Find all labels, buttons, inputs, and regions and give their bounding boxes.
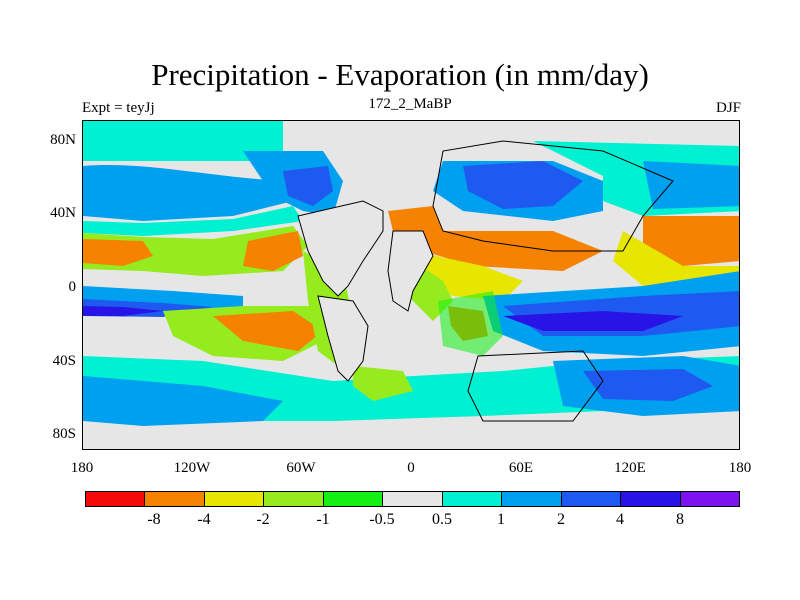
colorbar-label: -0.5 bbox=[369, 511, 395, 528]
lat-label: 80N bbox=[50, 132, 76, 148]
field-cyan-north bbox=[83, 121, 283, 161]
field-darkblue-atlantic bbox=[283, 166, 333, 206]
field-orange-n-pacific bbox=[83, 239, 153, 266]
colorbar-label: -8 bbox=[147, 511, 161, 528]
field-blue-north-atlantic bbox=[83, 164, 293, 221]
colorbar-label: -2 bbox=[256, 511, 270, 528]
lon-label: 180 bbox=[728, 460, 752, 476]
colorbar-swatch bbox=[323, 492, 384, 506]
land-south-america bbox=[318, 296, 368, 381]
colorbar-swatch bbox=[680, 492, 739, 506]
field-green-s-america-tip bbox=[353, 366, 413, 401]
field-darkblue-eurasia bbox=[463, 161, 583, 209]
coastline-australia bbox=[467, 350, 604, 422]
colorbar-swatch bbox=[86, 492, 146, 506]
colorbar-label: 2 bbox=[557, 511, 565, 528]
colorbar-label: 1 bbox=[497, 511, 505, 528]
lat-label: 40N bbox=[50, 205, 76, 221]
colorbar-label: -4 bbox=[197, 511, 211, 528]
lon-label: 120E bbox=[614, 460, 646, 476]
field-purple-equator-west bbox=[83, 306, 163, 316]
field-blue-southern-west bbox=[83, 376, 283, 426]
land-africa bbox=[388, 231, 433, 311]
map-title: Precipitation - Evaporation (in mm/day) bbox=[151, 57, 649, 92]
colorbar-label: 8 bbox=[676, 511, 684, 528]
map-panel bbox=[82, 120, 740, 450]
field-cyan-north-band bbox=[83, 206, 303, 236]
experiment-label: Expt = teyJj bbox=[82, 100, 155, 116]
colorbar-swatch bbox=[621, 492, 681, 506]
colorbar-swatch bbox=[502, 492, 562, 506]
colorbar-label: -1 bbox=[316, 511, 330, 528]
colorbar-swatch bbox=[561, 492, 622, 506]
colorbar-label: 0.5 bbox=[432, 511, 452, 528]
lon-label: 60W bbox=[286, 460, 316, 476]
lat-label: 80S bbox=[52, 426, 76, 442]
land-antarctica bbox=[83, 426, 739, 449]
colorbar bbox=[85, 491, 740, 507]
field-green-s-africa bbox=[438, 291, 503, 356]
period-label: 172_2_MaBP bbox=[368, 96, 452, 112]
field-darkblue-southern-east bbox=[583, 369, 713, 401]
coastline-south-america bbox=[317, 295, 369, 382]
coastline-africa bbox=[387, 230, 434, 312]
coastline-north-america bbox=[297, 200, 384, 297]
field-blue-pacific-north bbox=[643, 161, 739, 209]
colorbar-label: 4 bbox=[616, 511, 624, 528]
lat-label: 40S bbox=[52, 353, 76, 369]
field-orange-n-africa bbox=[388, 206, 603, 271]
coastline-eurasia bbox=[432, 140, 674, 252]
field-orange-e-pacific bbox=[643, 216, 739, 266]
lon-label: 120W bbox=[173, 460, 211, 476]
field-yellow-e-pacific bbox=[613, 231, 739, 286]
field-purple-indian bbox=[503, 311, 683, 331]
colorbar-swatch bbox=[383, 492, 443, 506]
field-orange-n-america-west bbox=[243, 231, 303, 271]
land-north-america bbox=[298, 201, 383, 296]
lon-label: 180 bbox=[70, 460, 94, 476]
colorbar-swatch bbox=[204, 492, 265, 506]
colorbar-swatch bbox=[264, 492, 324, 506]
lon-label: 60E bbox=[508, 460, 534, 476]
field-orange-s-pacific bbox=[213, 311, 323, 351]
lon-label: 0 bbox=[407, 460, 415, 476]
colorbar-swatch bbox=[442, 492, 503, 506]
lat-label: 0 bbox=[68, 279, 77, 295]
season-label: DJF bbox=[715, 100, 741, 116]
colorbar-swatch bbox=[145, 492, 205, 506]
precipitation-map bbox=[83, 121, 739, 449]
